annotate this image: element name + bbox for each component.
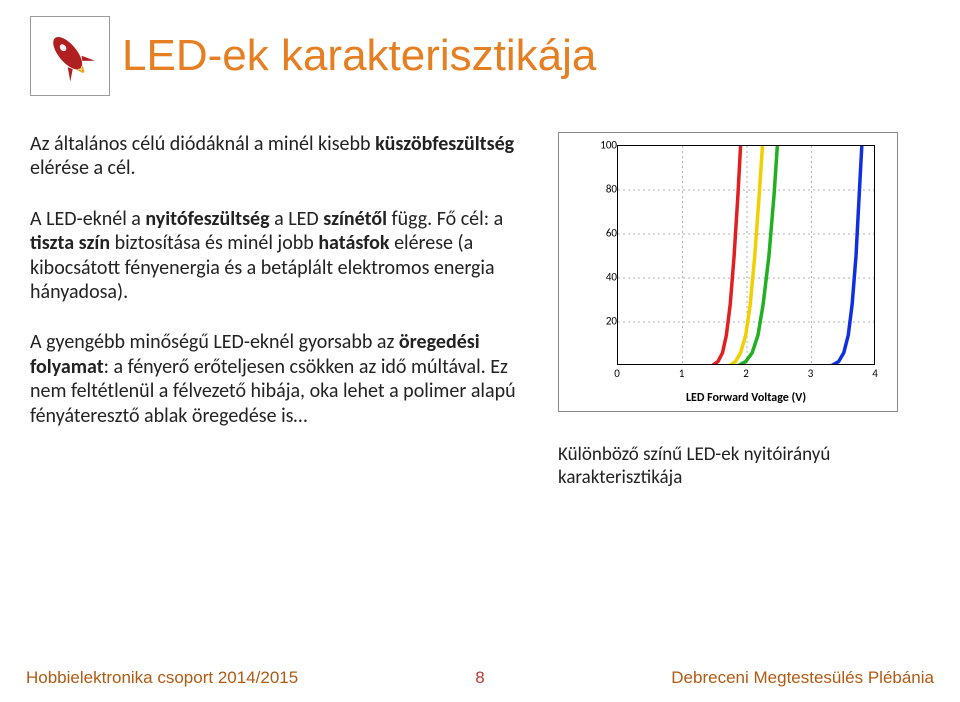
curve-blue — [831, 146, 862, 365]
page-number: 8 — [475, 668, 484, 688]
x-axis-label: LED Forward Voltage (V) — [686, 391, 806, 405]
x-ticks: 01234 — [617, 365, 875, 385]
paragraph-1: Az általános célú diódáknál a minél kise… — [30, 132, 540, 181]
curve-green — [737, 146, 777, 365]
chart-caption: Különböző színű LED-ek nyitóirányú karak… — [558, 444, 898, 490]
footer-left: Hobbielektronika csoport 2014/2015 — [26, 668, 298, 688]
slide-header: LED-ek karakterisztikája — [0, 0, 960, 96]
paragraph-2: A LED-eknél a nyitófeszültség a LED szín… — [30, 207, 540, 305]
slide-footer: Hobbielektronika csoport 2014/2015 8 Deb… — [0, 660, 960, 702]
footer-right: Debreceni Megtestesülés Plébánia — [671, 668, 934, 688]
curve-red — [712, 146, 741, 365]
y-ticks: 20406080100 — [593, 145, 617, 365]
slide-title: LED-ek karakterisztikája — [122, 31, 596, 81]
body-text: Az általános célú diódáknál a minél kise… — [30, 132, 540, 490]
paragraph-3: A gyengébb minőségű LED-eknél gyorsabb a… — [30, 330, 540, 428]
iv-chart: LED Forward Current (mA) 20406080100 012… — [558, 132, 898, 412]
rocket-icon — [30, 16, 110, 96]
